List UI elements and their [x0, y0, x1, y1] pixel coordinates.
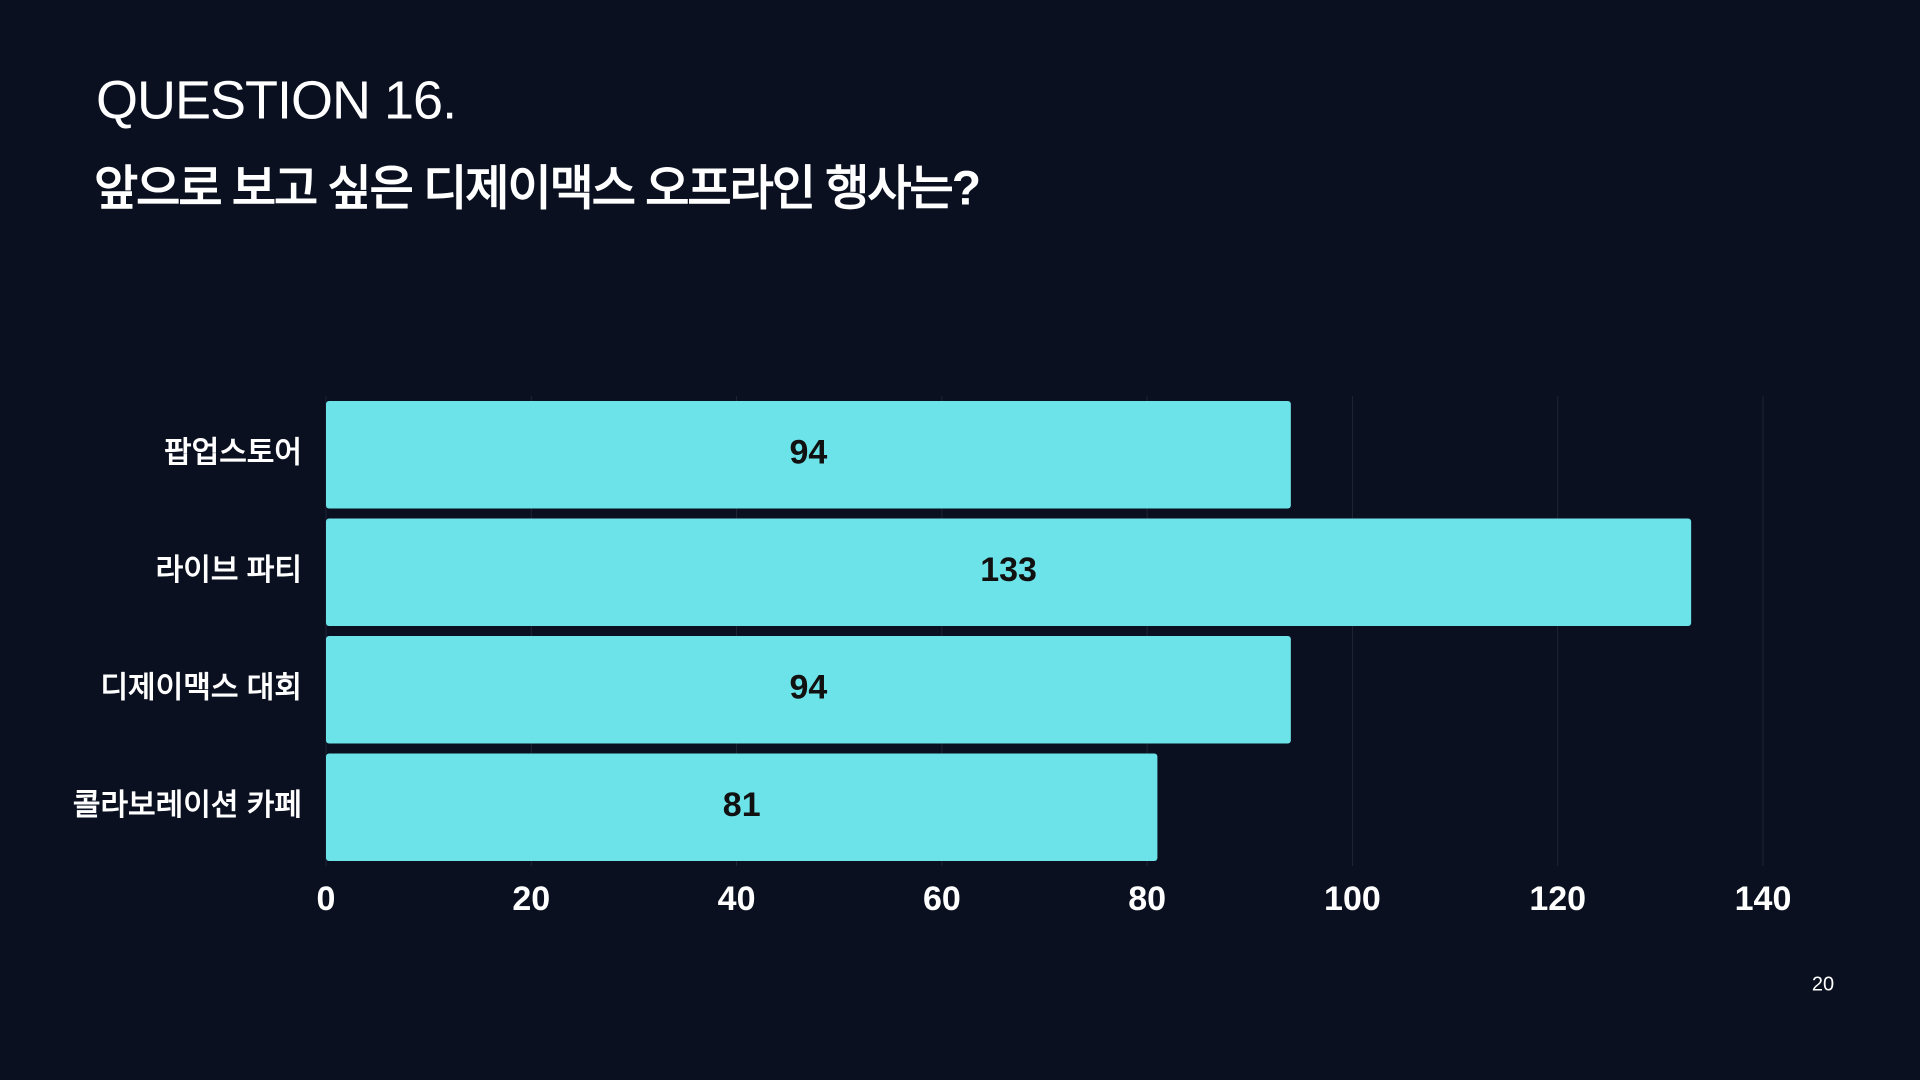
y-tick-label: 콜라보레이션 카페 [73, 789, 302, 822]
x-tick-label: 40 [718, 880, 756, 918]
value-label: 94 [790, 434, 828, 472]
chart-title: QUESTION 16. [96, 70, 456, 130]
value-label: 81 [723, 786, 761, 824]
x-tick-label: 60 [923, 880, 961, 918]
chart-subtitle: 앞으로 보고 싶은 디제이맥스 오프라인 행사는? [94, 163, 979, 216]
page-number: 20 [1812, 973, 1834, 995]
y-tick-label: 라이브 파티 [156, 554, 302, 587]
bar [326, 401, 1291, 509]
value-label: 94 [790, 669, 828, 707]
bar [326, 636, 1291, 744]
x-tick-label: 0 [317, 880, 336, 918]
value-label: 133 [980, 551, 1037, 589]
bar [326, 518, 1692, 626]
x-tick-label: 80 [1128, 880, 1166, 918]
y-tick-label: 디제이맥스 대회 [100, 672, 302, 705]
x-tick-label: 20 [512, 880, 550, 918]
x-tick-label: 140 [1735, 880, 1792, 918]
x-tick-label: 100 [1324, 880, 1381, 918]
bar [326, 753, 1158, 861]
x-tick-label: 120 [1529, 880, 1586, 918]
y-tick-label: 팝업스토어 [164, 437, 302, 470]
